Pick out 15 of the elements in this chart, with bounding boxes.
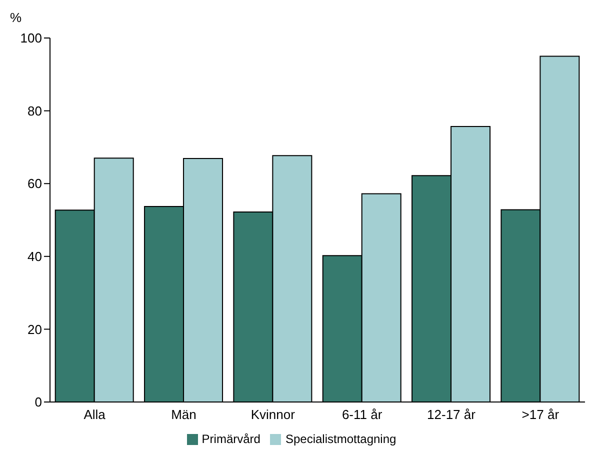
- legend-label: Specialistmottagning: [285, 432, 396, 446]
- x-tick-label: >17 år: [522, 407, 560, 422]
- y-tick-label: 40: [28, 249, 42, 264]
- legend-label: Primärvård: [202, 432, 260, 446]
- x-tick-label: Alla: [84, 407, 106, 422]
- y-tick-label: 60: [28, 176, 42, 192]
- y-tick-label: 80: [28, 103, 42, 118]
- y-tick-label: 20: [28, 322, 42, 337]
- x-tick-label: Kvinnor: [250, 407, 296, 422]
- x-tick-label: 12-17 år: [427, 407, 476, 422]
- y-tick-label: 0: [34, 394, 42, 410]
- x-tick-label: Män: [171, 407, 196, 422]
- y-axis-title: %: [10, 10, 22, 25]
- y-tick-label: 100: [20, 30, 42, 46]
- x-tick-label: 6-11 år: [342, 407, 383, 422]
